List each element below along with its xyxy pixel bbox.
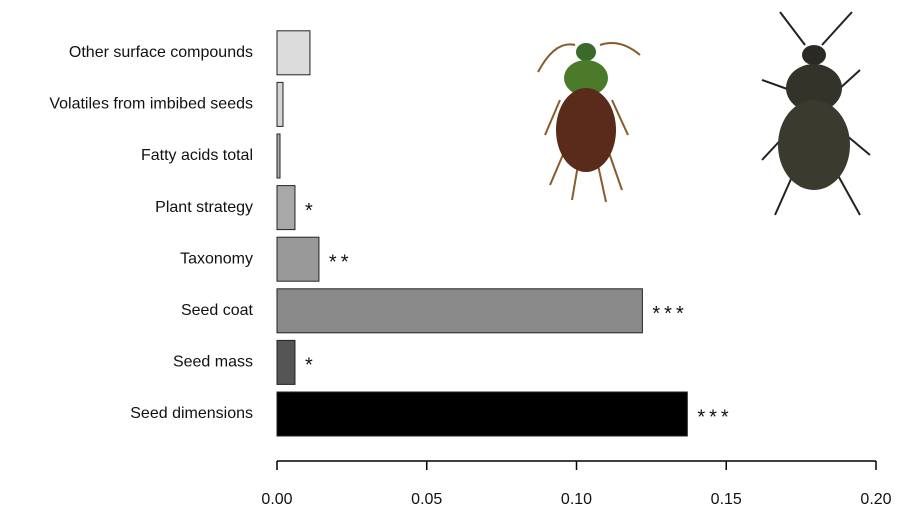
bar [276, 133, 281, 179]
x-tick-label: 0.20 [860, 491, 891, 508]
significance-label: *** [652, 303, 687, 325]
x-tick-label: 0.15 [711, 491, 742, 508]
bar [276, 339, 296, 385]
bar [276, 185, 296, 231]
y-tick-label: Volatiles from imbibed seeds [49, 96, 253, 113]
y-tick-label: Seed coat [181, 302, 254, 319]
significance-label: *** [697, 406, 732, 428]
y-tick-label: Plant strategy [155, 199, 253, 216]
y-tick-label: Taxonomy [180, 250, 253, 267]
y-tick-label: Other surface compounds [69, 44, 253, 61]
beetle-image [537, 42, 641, 203]
x-tick-label: 0.10 [561, 491, 592, 508]
bar [276, 391, 688, 437]
bar [276, 236, 320, 282]
bar [276, 30, 311, 76]
significance-label: * [305, 355, 317, 377]
significance-label: ** [329, 251, 353, 273]
bar [276, 288, 643, 334]
x-tick-label: 0.00 [261, 491, 292, 508]
x-tick-label: 0.05 [411, 491, 442, 508]
y-tick-label: Seed mass [173, 354, 253, 371]
beetle-image [761, 11, 871, 216]
y-tick-label: Fatty acids total [141, 147, 253, 164]
bar [276, 81, 284, 127]
y-tick-label: Seed dimensions [130, 405, 253, 422]
significance-label: * [305, 200, 317, 222]
